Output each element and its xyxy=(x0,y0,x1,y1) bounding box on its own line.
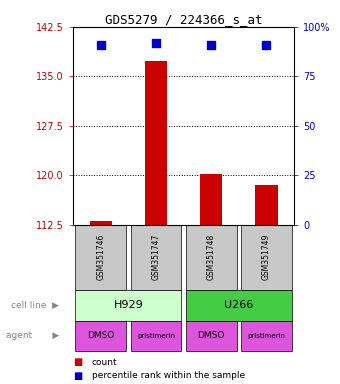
Bar xyxy=(90,221,112,225)
Bar xyxy=(241,321,292,351)
Text: pristimerin: pristimerin xyxy=(248,333,286,339)
Point xyxy=(208,41,214,48)
Bar xyxy=(75,290,182,321)
Bar xyxy=(131,225,182,290)
Text: GSM351748: GSM351748 xyxy=(207,234,216,280)
Bar xyxy=(75,225,126,290)
Bar xyxy=(241,225,292,290)
Point xyxy=(264,41,269,48)
Bar xyxy=(145,61,167,225)
Text: DMSO: DMSO xyxy=(198,331,225,341)
Point xyxy=(98,41,103,48)
Text: U266: U266 xyxy=(224,300,254,310)
Text: cell line  ▶: cell line ▶ xyxy=(11,301,59,310)
Text: GSM351749: GSM351749 xyxy=(262,234,271,280)
Text: GSM351746: GSM351746 xyxy=(96,234,105,280)
Text: DMSO: DMSO xyxy=(87,331,115,341)
Bar xyxy=(186,321,237,351)
Text: H929: H929 xyxy=(114,300,143,310)
Text: ■: ■ xyxy=(73,357,82,367)
Point xyxy=(153,40,159,46)
Bar xyxy=(186,225,237,290)
Text: percentile rank within the sample: percentile rank within the sample xyxy=(92,371,245,380)
Title: GDS5279 / 224366_s_at: GDS5279 / 224366_s_at xyxy=(105,13,262,26)
Bar xyxy=(75,321,126,351)
Text: agent       ▶: agent ▶ xyxy=(6,331,59,341)
Text: ■: ■ xyxy=(73,371,82,381)
Text: count: count xyxy=(92,358,117,367)
Bar xyxy=(255,185,277,225)
Bar xyxy=(186,290,292,321)
Text: pristimerin: pristimerin xyxy=(137,333,175,339)
Text: GSM351747: GSM351747 xyxy=(152,234,160,280)
Bar xyxy=(131,321,182,351)
Bar xyxy=(200,174,222,225)
